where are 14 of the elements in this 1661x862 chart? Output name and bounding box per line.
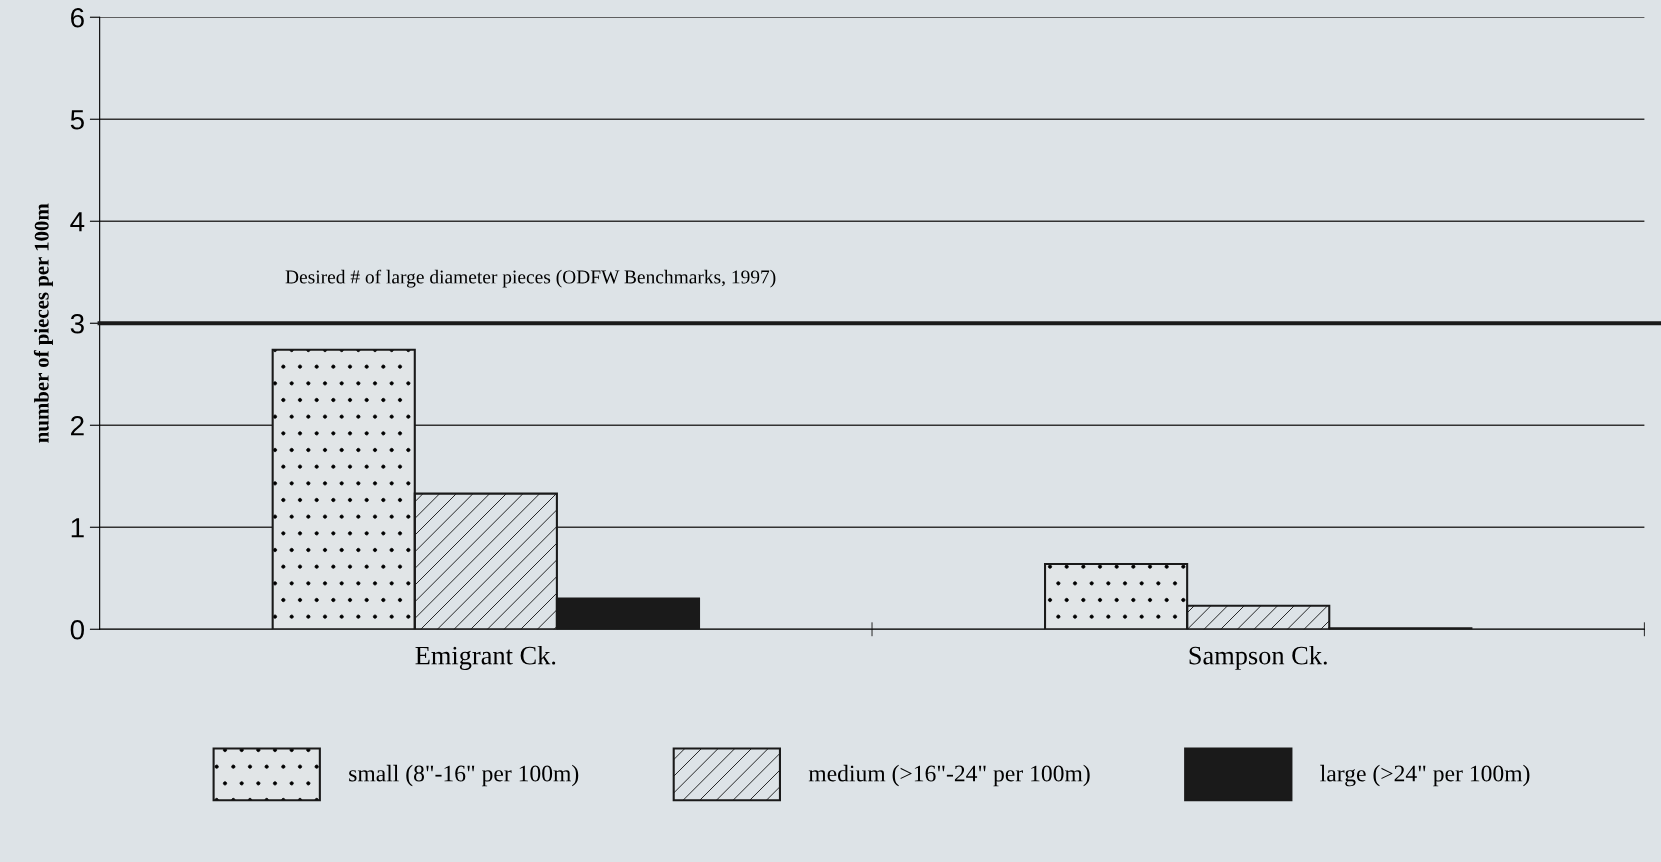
legend-label: small (8"-16" per 100m): [349, 764, 579, 787]
y-tick-label: 4: [70, 212, 85, 232]
y-tick-label: 1: [71, 518, 84, 538]
ref-line-label: Desired # of large diameter pieces (ODFW Benchmarks, 1997): [285, 269, 776, 288]
x-tick-label: Sampson Ck.: [1189, 645, 1327, 670]
legend-label: large (>24" per 100m): [1320, 764, 1530, 787]
y-tick-label: 0: [70, 619, 84, 640]
y-tick-label: 3: [70, 313, 84, 334]
y-axis-title: number of pieces per 100m: [33, 203, 53, 443]
y-tick-label: 2: [71, 415, 84, 436]
x-tick-label: Emigrant Ck.: [415, 645, 556, 670]
y-tick-label: 6: [71, 7, 84, 28]
y-tick-label: 5: [70, 110, 84, 130]
legend-label: medium (>16"-24" per 100m): [808, 764, 1090, 787]
